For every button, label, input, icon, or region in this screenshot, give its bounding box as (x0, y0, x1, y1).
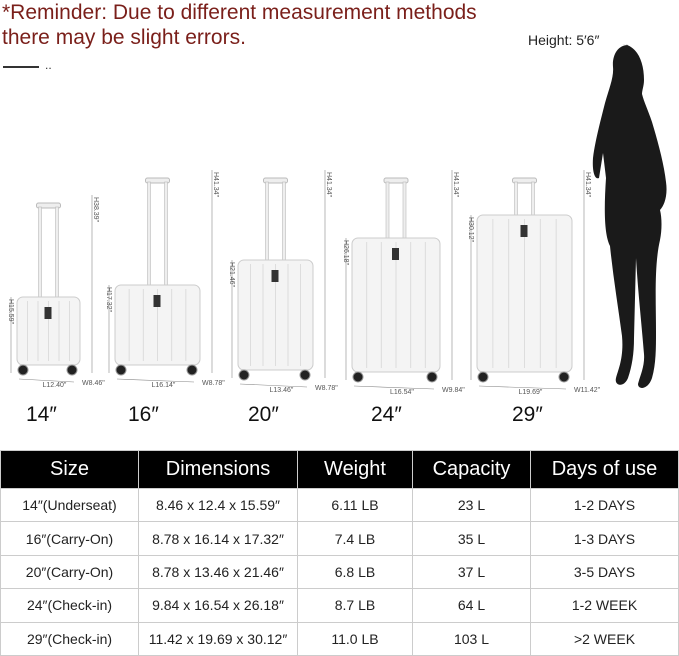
table-row: 20″(Carry-On) 8.78 x 13.46 x 21.46″ 6.8 LB… (0, 554, 679, 590)
length-label: L19.69" (519, 389, 543, 396)
reminder-text: *Reminder: Due to different measurement … (2, 1, 477, 49)
luggage-illustration: L12.40" W8.46" H15.59" H38.39" L16.14" W8.78"… (7, 44, 667, 396)
table-cell: 64 L (412, 588, 531, 623)
suitcase-24: L16.54" W9.84" H26.18" H41.34" (342, 170, 465, 396)
header-capacity: Capacity (412, 450, 531, 489)
handle-height-label: H41.34" (325, 172, 332, 198)
woman-silhouette (592, 44, 667, 388)
table-cell: 1-2 DAYS (530, 487, 679, 523)
table-cell: 24″(Check-in) (0, 588, 139, 623)
header-size: Size (0, 450, 139, 489)
separator-line (3, 66, 39, 68)
height-label: H30.12" (467, 217, 474, 243)
length-label: L16.54" (390, 389, 414, 396)
table-cell: 1-3 DAYS (530, 521, 679, 556)
table-cell: 11.42 x 19.69 x 30.12″ (138, 621, 298, 656)
size-label-24: 24″ (371, 403, 402, 426)
table-cell: 29″(Check-in) (0, 621, 139, 656)
width-label: W8.46" (82, 380, 105, 387)
table-row: 24″(Check-in) 9.84 x 16.54 x 26.18″ 8.7 LB… (0, 588, 679, 623)
table-cell: 8.46 x 12.4 x 15.59″ (138, 487, 298, 523)
suitcase-14: L12.40" W8.46" H15.59" H38.39" (7, 195, 105, 389)
length-label: L16.14" (152, 382, 176, 389)
table-row: 29″(Check-in) 11.42 x 19.69 x 30.12″ 11.0 … (0, 621, 679, 656)
table-cell: 16″(Carry-On) (0, 521, 139, 556)
height-label: H26.18" (342, 240, 349, 266)
separator-dots: .. (45, 58, 52, 72)
width-label: W8.78" (202, 380, 225, 387)
table-cell: >2 WEEK (530, 621, 679, 656)
size-label-29: 29″ (512, 403, 543, 426)
table-cell: 103 L (412, 621, 531, 656)
table-cell: 7.4 LB (297, 521, 413, 556)
table-row: 16″(Carry-On) 8.78 x 16.14 x 17.32″ 7.4 LB… (0, 521, 679, 556)
handle-height-label: H41.34" (584, 172, 591, 198)
table-cell: 1-2 WEEK (530, 588, 679, 623)
header-weight: Weight (297, 450, 413, 489)
table-cell: 20″(Carry-On) (0, 554, 139, 590)
table-cell: 6.8 LB (297, 554, 413, 590)
handle-height-label: H41.34" (212, 172, 219, 198)
table-cell: 6.11 LB (297, 487, 413, 523)
suitcase-16: L16.14" W8.78" H17.32" H41.34" (105, 170, 225, 389)
table-cell: 14″(Underseat) (0, 487, 139, 523)
table-cell: 37 L (412, 554, 531, 590)
person-height-label: Height: 5′6″ (528, 32, 600, 48)
length-label: L13.46" (270, 387, 294, 394)
width-label: W8.78" (315, 385, 338, 392)
size-label-14: 14″ (26, 403, 57, 426)
header-days: Days of use (530, 450, 679, 489)
table-cell: 8.7 LB (297, 588, 413, 623)
length-label: L12.40" (43, 382, 67, 389)
height-label: H17.32" (105, 287, 112, 313)
suitcase-20: L13.46" W8.78" H21.46" H41.34" (228, 170, 338, 394)
table-cell: 3-5 DAYS (530, 554, 679, 590)
specs-table: Size Dimensions Weight Capacity Days of … (0, 450, 679, 656)
height-label: H15.59" (7, 299, 14, 325)
width-label: W9.84" (442, 387, 465, 394)
handle-height-label: H41.34" (452, 172, 459, 198)
table-cell: 8.78 x 13.46 x 21.46″ (138, 554, 298, 590)
table-row: 14″(Underseat) 8.46 x 12.4 x 15.59″ 6.11 L… (0, 487, 679, 523)
size-label-20: 20″ (248, 403, 279, 426)
handle-height-label: H38.39" (92, 197, 99, 223)
table-header-row: Size Dimensions Weight Capacity Days of … (0, 450, 679, 489)
size-label-16: 16″ (128, 403, 159, 426)
table-cell: 35 L (412, 521, 531, 556)
width-label: W11.42" (574, 387, 601, 394)
table-cell: 9.84 x 16.54 x 26.18″ (138, 588, 298, 623)
suitcase-29: L19.69" W11.42" H30.12" H41.34" (467, 170, 601, 396)
header-dimensions: Dimensions (138, 450, 298, 489)
height-label: H21.46" (228, 262, 235, 288)
table-cell: 23 L (412, 487, 531, 523)
table-cell: 8.78 x 16.14 x 17.32″ (138, 521, 298, 556)
table-cell: 11.0 LB (297, 621, 413, 656)
